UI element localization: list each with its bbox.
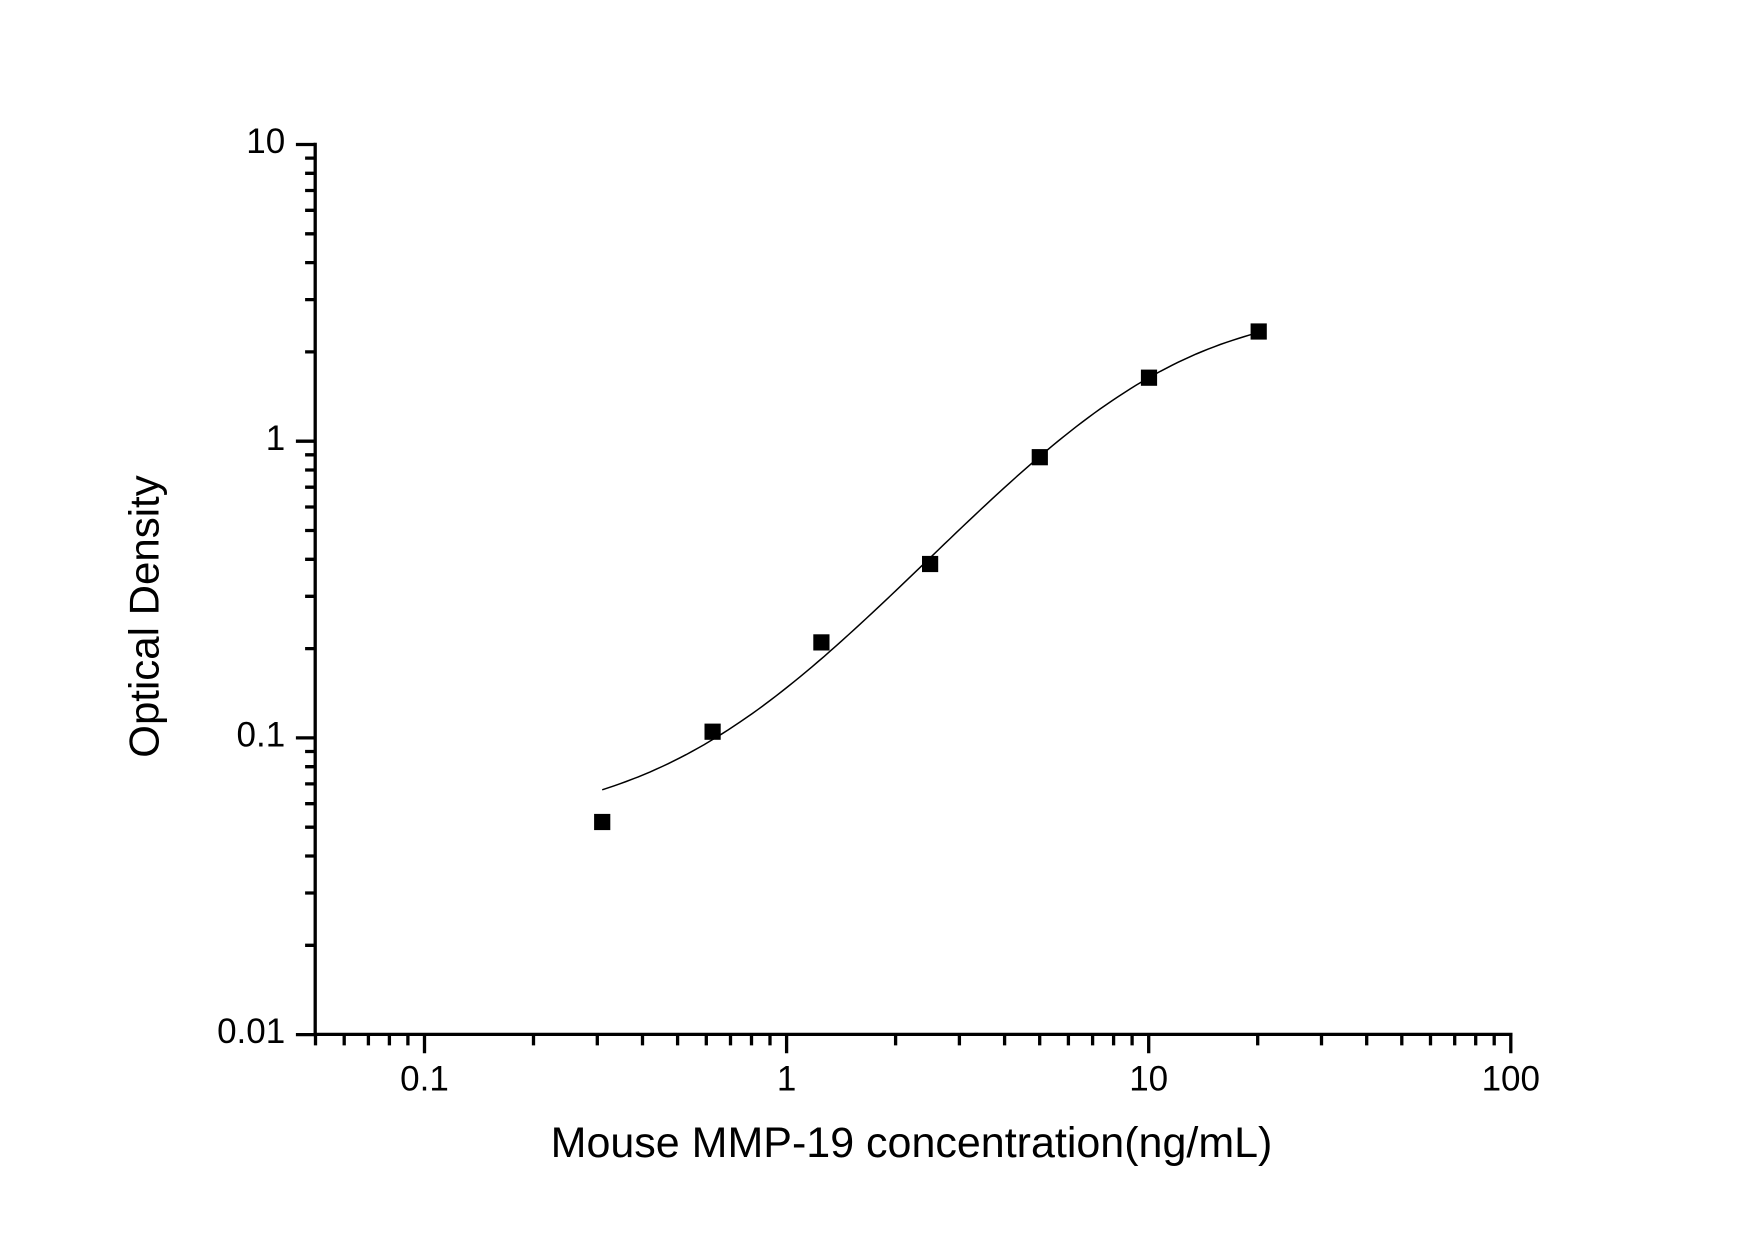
svg-text:Mouse MMP-19 concentration(ng/: Mouse MMP-19 concentration(ng/mL) (551, 1119, 1273, 1167)
svg-text:100: 100 (1482, 1059, 1540, 1098)
svg-text:Optical Density: Optical Density (121, 475, 168, 757)
svg-text:10: 10 (246, 122, 285, 161)
svg-text:0.01: 0.01 (217, 1012, 285, 1051)
svg-text:0.1: 0.1 (400, 1059, 449, 1098)
svg-text:1: 1 (266, 419, 285, 458)
svg-text:10: 10 (1129, 1059, 1168, 1098)
svg-text:0.1: 0.1 (237, 716, 286, 755)
svg-text:1: 1 (777, 1059, 796, 1098)
